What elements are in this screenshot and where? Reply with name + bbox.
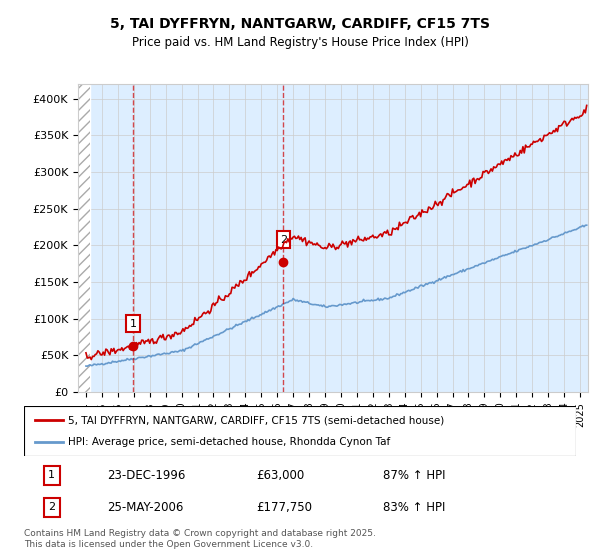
Text: £63,000: £63,000: [256, 469, 304, 482]
Text: HPI: Average price, semi-detached house, Rhondda Cynon Taf: HPI: Average price, semi-detached house,…: [68, 437, 391, 447]
Text: Price paid vs. HM Land Registry's House Price Index (HPI): Price paid vs. HM Land Registry's House …: [131, 36, 469, 49]
Text: 1: 1: [48, 470, 55, 480]
Text: 5, TAI DYFFRYN, NANTGARW, CARDIFF, CF15 7TS: 5, TAI DYFFRYN, NANTGARW, CARDIFF, CF15 …: [110, 17, 490, 31]
Text: 1: 1: [130, 319, 137, 329]
Text: 2: 2: [280, 235, 287, 245]
Bar: [78, 84, 90, 392]
Text: 2: 2: [48, 502, 55, 512]
Text: 87% ↑ HPI: 87% ↑ HPI: [383, 469, 445, 482]
Bar: [78, 84, 90, 392]
Text: 23-DEC-1996: 23-DEC-1996: [107, 469, 185, 482]
Text: 83% ↑ HPI: 83% ↑ HPI: [383, 501, 445, 514]
Text: 25-MAY-2006: 25-MAY-2006: [107, 501, 183, 514]
Text: 5, TAI DYFFRYN, NANTGARW, CARDIFF, CF15 7TS (semi-detached house): 5, TAI DYFFRYN, NANTGARW, CARDIFF, CF15 …: [68, 415, 445, 425]
FancyBboxPatch shape: [24, 406, 576, 456]
Text: £177,750: £177,750: [256, 501, 312, 514]
Text: Contains HM Land Registry data © Crown copyright and database right 2025.
This d: Contains HM Land Registry data © Crown c…: [24, 529, 376, 549]
